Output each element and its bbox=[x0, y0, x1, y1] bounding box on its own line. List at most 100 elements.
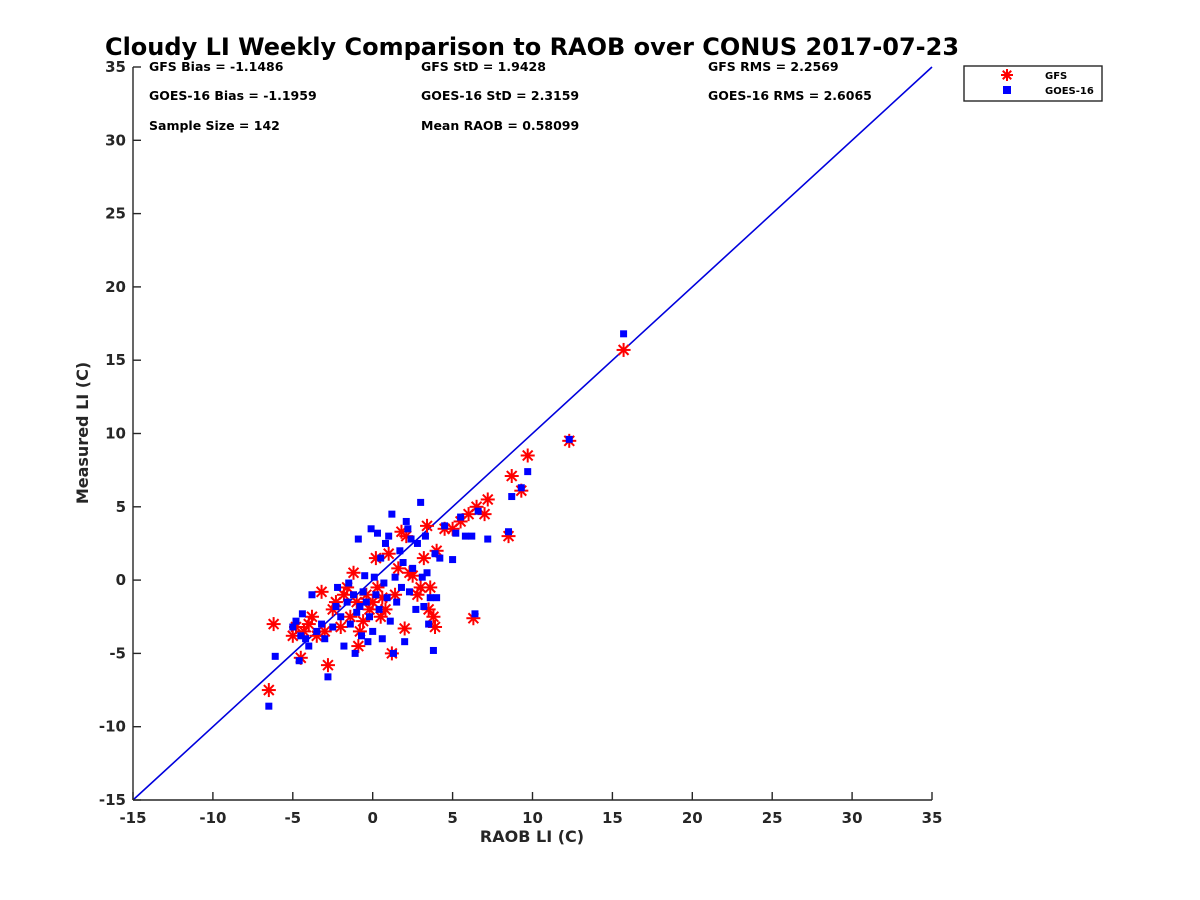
y-tick-label: 10 bbox=[105, 425, 126, 443]
goes16-point bbox=[381, 539, 389, 547]
stat-mean-raob: Mean RAOB = 0.58099 bbox=[421, 118, 579, 133]
legend-gfs-marker bbox=[1001, 69, 1013, 81]
goes16-point bbox=[364, 638, 372, 646]
goes16-point bbox=[367, 525, 375, 533]
x-tick-label: 10 bbox=[522, 809, 543, 827]
gfs-point bbox=[381, 546, 396, 561]
goes16-point bbox=[366, 613, 374, 621]
gfs-point bbox=[320, 658, 335, 673]
goes16-point bbox=[359, 588, 367, 596]
goes16-point bbox=[383, 594, 391, 602]
goes16-point bbox=[373, 529, 381, 537]
x-tick-label: 35 bbox=[922, 809, 943, 827]
y-ticks: -15 -10 -5 0 5 10 15 20 25 30 35 bbox=[99, 58, 141, 809]
gfs-point bbox=[261, 683, 276, 698]
goes16-point bbox=[362, 598, 370, 606]
gfs-series bbox=[261, 342, 631, 698]
goes16-point bbox=[468, 532, 476, 540]
x-tick-label: 25 bbox=[762, 809, 783, 827]
goes16-point bbox=[375, 605, 383, 613]
gfs-point bbox=[416, 551, 431, 566]
goes16-point bbox=[292, 617, 300, 625]
goes16-point bbox=[407, 535, 415, 543]
gfs-point bbox=[504, 469, 519, 484]
goes16-point bbox=[334, 583, 342, 591]
gfs-point bbox=[420, 518, 435, 533]
goes16-point bbox=[412, 605, 420, 613]
goes16-point bbox=[313, 627, 321, 635]
goes16-point bbox=[399, 559, 407, 567]
y-tick-label: 25 bbox=[105, 205, 126, 223]
stat-gfs-bias: GFS Bias = -1.1486 bbox=[149, 59, 284, 74]
stat-sample-size: Sample Size = 142 bbox=[149, 118, 280, 133]
y-tick-label: 5 bbox=[116, 498, 126, 516]
goes16-point bbox=[318, 620, 326, 628]
goes16-point bbox=[389, 649, 397, 657]
goes16-point bbox=[517, 484, 525, 492]
x-tick-label: 20 bbox=[682, 809, 703, 827]
one-to-one-line bbox=[132, 66, 933, 801]
y-axis-label: Measured LI (C) bbox=[73, 362, 92, 504]
x-ticks: -15 -10 -5 0 5 10 15 20 25 30 35 bbox=[119, 792, 942, 827]
gfs-point bbox=[397, 621, 412, 636]
goes16-point bbox=[378, 635, 386, 643]
gfs-point bbox=[304, 609, 319, 624]
goes16-point bbox=[289, 623, 297, 631]
goes16-point bbox=[354, 535, 362, 543]
goes16-point bbox=[380, 579, 388, 587]
goes16-point bbox=[353, 608, 361, 616]
goes16-point bbox=[405, 588, 413, 596]
goes16-point bbox=[265, 702, 273, 710]
goes16-point bbox=[386, 617, 394, 625]
x-tick-label: 0 bbox=[367, 809, 377, 827]
y-tick-label: 30 bbox=[105, 131, 126, 149]
goes16-point bbox=[393, 598, 401, 606]
axes: -15 -10 -5 0 5 10 15 20 25 30 35 -15 -10 -5 0 5 10 15 20 2… bbox=[99, 58, 943, 827]
goes16-point bbox=[565, 435, 573, 443]
legend-box bbox=[963, 65, 1103, 102]
goes16-point bbox=[302, 635, 310, 643]
goes16-point bbox=[420, 602, 428, 610]
goes16-point bbox=[426, 594, 434, 602]
goes16-point bbox=[305, 642, 313, 650]
y-tick-label: 35 bbox=[105, 58, 126, 76]
goes16-point bbox=[370, 573, 378, 581]
goes16-point bbox=[449, 556, 457, 564]
goes16-point bbox=[356, 602, 364, 610]
goes16-point bbox=[620, 330, 628, 338]
stat-gfs-std: GFS StD = 1.9428 bbox=[421, 59, 546, 74]
goes16-point bbox=[524, 468, 532, 476]
goes16-point bbox=[295, 657, 303, 665]
goes16-point bbox=[388, 510, 396, 518]
legend-gfs-label: GFS bbox=[1045, 71, 1067, 82]
goes16-point bbox=[418, 573, 426, 581]
gfs-point bbox=[405, 568, 420, 583]
goes16-point bbox=[461, 532, 469, 540]
goes16-point bbox=[324, 673, 332, 681]
gfs-point bbox=[346, 565, 361, 580]
goes16-point bbox=[340, 642, 348, 650]
goes16-point bbox=[401, 638, 409, 646]
goes16-point bbox=[417, 498, 425, 506]
goes16-point bbox=[404, 525, 412, 533]
gfs-point bbox=[616, 342, 631, 357]
goes16-point bbox=[329, 623, 337, 631]
goes16-point bbox=[377, 554, 385, 562]
goes16-point bbox=[436, 554, 444, 562]
goes16-point bbox=[484, 535, 492, 543]
goes16-point bbox=[471, 610, 479, 618]
goes16-point bbox=[345, 579, 353, 587]
goes16-point bbox=[441, 522, 449, 530]
stat-goes-bias: GOES-16 Bias = -1.1959 bbox=[149, 88, 317, 103]
goes16-point bbox=[332, 602, 340, 610]
goes16-point bbox=[429, 646, 437, 654]
stat-goes-std: GOES-16 StD = 2.3159 bbox=[421, 88, 579, 103]
stats-block: GFS Bias = -1.1486 GFS StD = 1.9428 GFS … bbox=[149, 59, 872, 133]
goes16-point bbox=[402, 517, 410, 525]
goes16-point bbox=[385, 532, 393, 540]
goes16-point bbox=[508, 493, 516, 501]
stat-gfs-rms: GFS RMS = 2.2569 bbox=[708, 59, 839, 74]
x-tick-label: 15 bbox=[602, 809, 623, 827]
